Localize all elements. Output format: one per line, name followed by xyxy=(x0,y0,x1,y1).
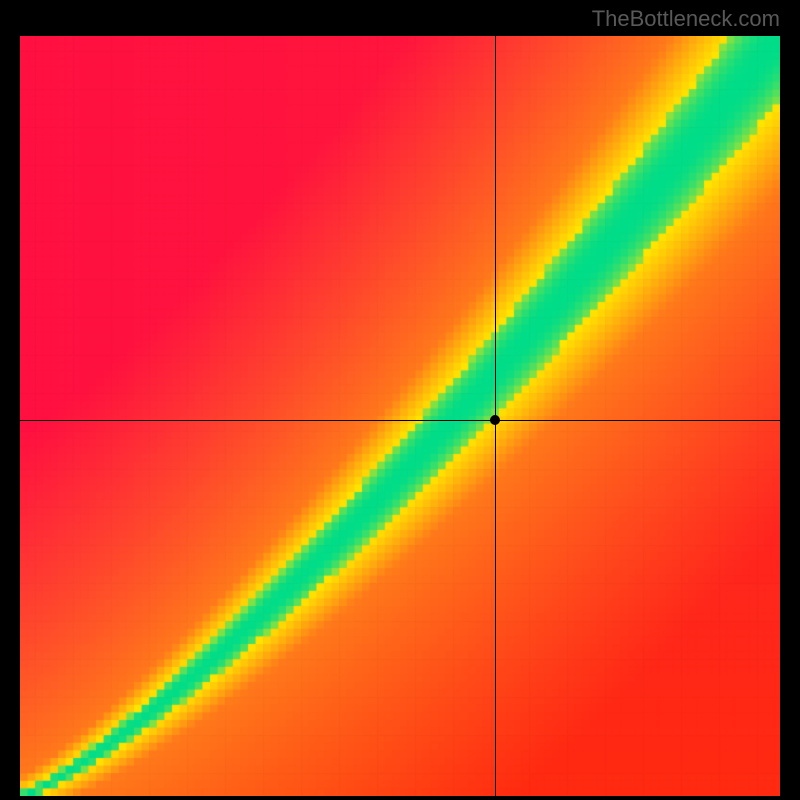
crosshair-marker xyxy=(490,415,500,425)
watermark-text: TheBottleneck.com xyxy=(592,6,780,32)
heatmap-plot xyxy=(20,36,780,796)
heatmap-canvas xyxy=(20,36,780,796)
crosshair-horizontal xyxy=(20,420,780,421)
